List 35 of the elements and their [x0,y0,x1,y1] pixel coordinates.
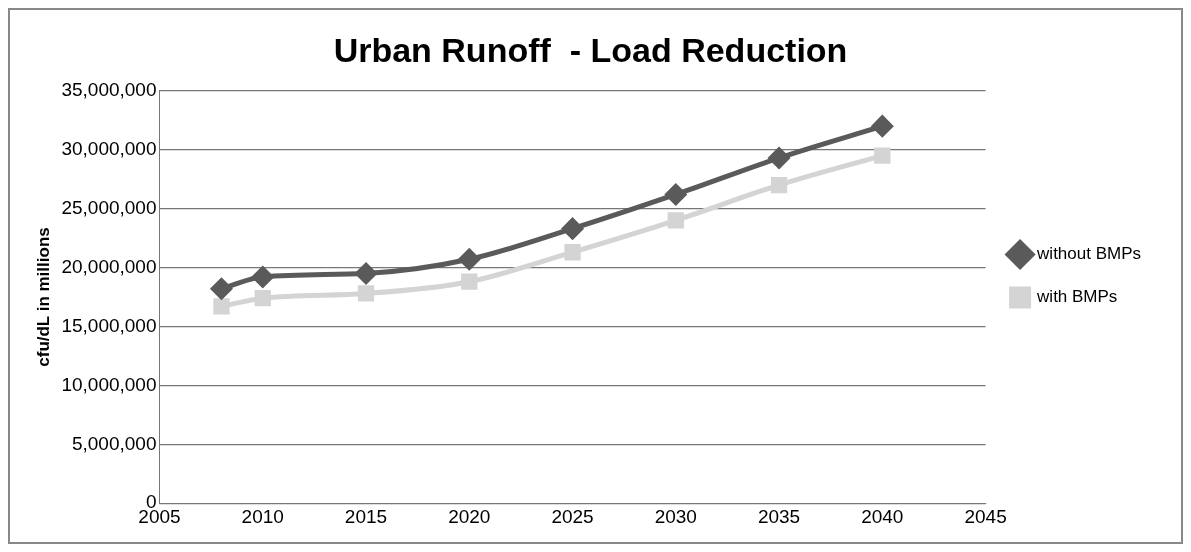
point [667,212,684,229]
x-tick-label: 2020 [448,505,491,527]
point [213,298,230,315]
point [355,262,377,284]
y-tick-label: 5,000,000 [71,432,157,454]
point [357,285,375,302]
point [461,273,478,290]
y-tick-label: 30,000,000 [61,137,157,159]
point [562,218,584,240]
legend-label: with BMPs [1036,287,1118,307]
point [252,266,274,288]
x-tick-label: 2025 [551,505,594,527]
point [210,278,232,300]
point [874,147,891,164]
point [665,183,687,205]
y-axis-title: cfu/dL in millions [33,227,53,367]
x-tick-label: 2015 [344,505,388,527]
point [458,248,480,270]
legend-label: without BMPs [1036,244,1142,264]
y-tick-label: 10,000,000 [61,373,157,395]
point [254,290,271,307]
x-tick-label: 2030 [654,505,697,527]
y-tick-label: 15,000,000 [61,314,157,336]
point [871,115,893,137]
x-tick-label: 2045 [964,505,1007,527]
y-tick-label: 35,000,000 [61,79,157,101]
point [564,244,581,261]
x-tick-label: 2035 [757,505,801,527]
chart-title: Urban Runoff - Load Reduction [333,30,848,69]
point [770,176,788,194]
x-tick-label: 2040 [861,505,904,527]
y-tick-label: 25,000,000 [61,196,157,218]
point [768,147,790,169]
y-tick-label: 20,000,000 [61,255,157,277]
x-tick-label: 2010 [241,505,284,527]
